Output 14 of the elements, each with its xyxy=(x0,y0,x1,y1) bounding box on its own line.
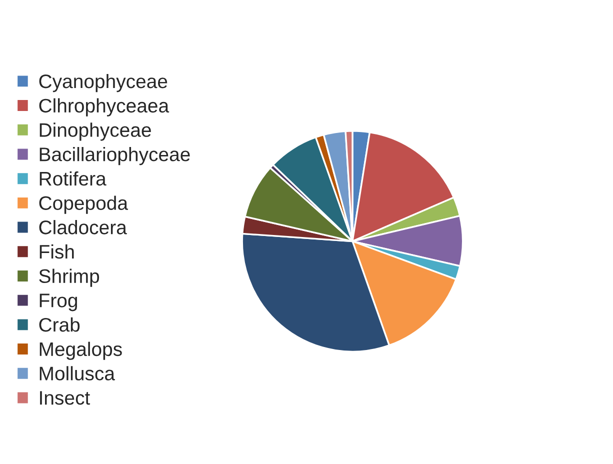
legend-label: Copepoda xyxy=(39,196,128,214)
legend-label: Rotifera xyxy=(40,171,106,186)
legend-label: Bacillariophyceae xyxy=(40,147,190,166)
legend-label: Dinophyceae xyxy=(40,122,151,141)
legend-label: Clhrophyceaea xyxy=(39,98,170,116)
legend-label: Cyanophyceae xyxy=(39,74,168,92)
legend-label: Fish xyxy=(40,244,74,259)
legend-label: Crab xyxy=(39,317,80,332)
legend-label: Frog xyxy=(40,294,78,312)
legend-label: Shrimp xyxy=(39,268,100,287)
legend-label: Megalops xyxy=(40,342,122,360)
legend-label: Mollusca xyxy=(40,366,115,380)
legend-label: Cladocera xyxy=(39,220,127,234)
legend-label: Insect xyxy=(40,391,90,405)
